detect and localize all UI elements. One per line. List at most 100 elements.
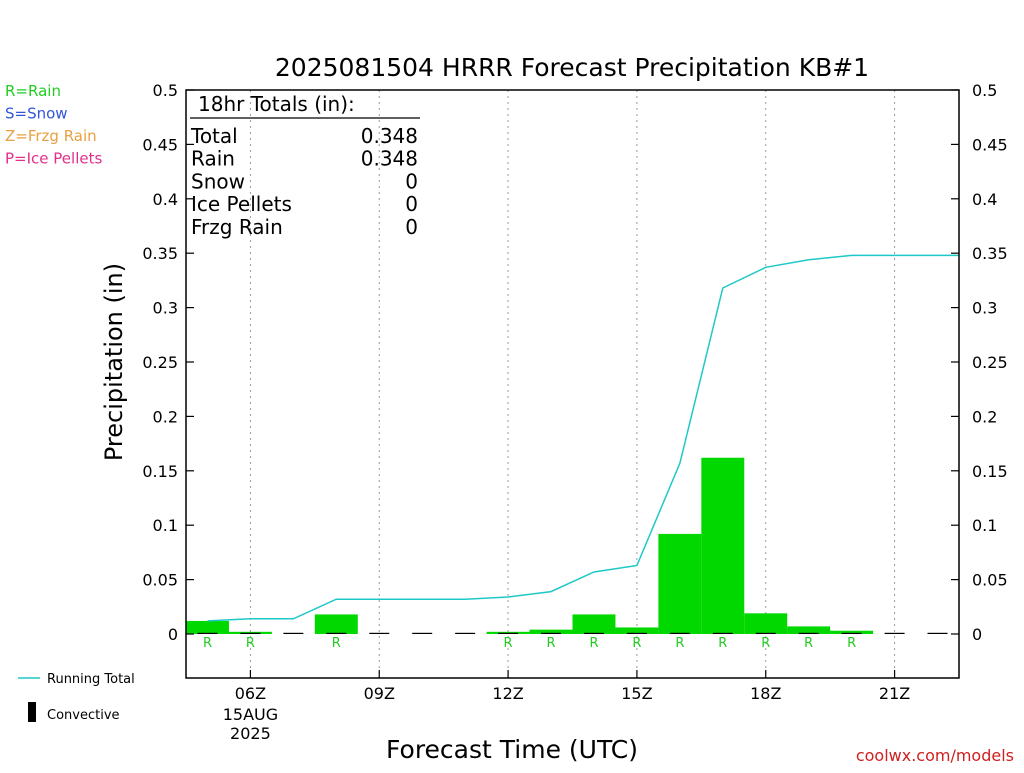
rain-bar	[787, 626, 831, 634]
convective-bar	[841, 632, 862, 634]
ptype-mark: R	[847, 636, 856, 651]
grid-lines	[249, 90, 896, 678]
x-axis-label: Forecast Time (UTC)	[386, 735, 638, 764]
legend-convective: Convective	[47, 708, 120, 723]
totals-title: 18hr Totals (in):	[198, 92, 355, 116]
convective-bar	[669, 632, 690, 634]
ptype-mark: R	[203, 636, 212, 651]
chart-title: 2025081504 HRRR Forecast Precipitation K…	[275, 53, 869, 82]
convective-bar	[412, 632, 433, 634]
ptype-mark: R	[761, 636, 770, 651]
totals-row-value: 0	[405, 215, 418, 239]
source-credit: coolwx.com/models	[856, 746, 1014, 765]
convective-bar	[283, 632, 304, 634]
convective-bar	[798, 632, 819, 634]
y-tick-label: 0.2	[153, 407, 178, 426]
convective-bar	[197, 632, 218, 634]
ptype-mark: R	[504, 636, 513, 651]
y-tick-label: 0.4	[153, 190, 178, 209]
y-tick-label: 0	[972, 625, 982, 644]
ptype-mark: R	[589, 636, 598, 651]
legend-convective-swatch	[28, 702, 36, 722]
x-tick-label: 06Z	[235, 684, 266, 703]
y-tick-label: 0.1	[153, 516, 178, 535]
ptype-legend-item: S=Snow	[5, 105, 68, 123]
convective-bar	[326, 632, 347, 634]
y-tick-label: 0.15	[142, 462, 178, 481]
totals-row-label: Total	[190, 124, 238, 148]
ptype-mark: R	[246, 636, 255, 651]
convective-bar	[369, 632, 390, 634]
y-tick-label: 0.3	[972, 299, 997, 318]
totals-row-label: Rain	[191, 147, 235, 171]
totals-row-value: 0	[405, 192, 418, 216]
totals-row-label: Ice Pellets	[191, 192, 292, 216]
y-tick-label: 0.25	[972, 353, 1008, 372]
totals-box: 18hr Totals (in): Total 0.348 Rain 0.348 Snow…	[190, 92, 420, 239]
convective-bar	[583, 632, 604, 634]
rain-bar	[658, 533, 702, 634]
y-tick-label: 0.4	[972, 190, 997, 209]
x-tick-label: 15Z	[621, 684, 652, 703]
y-axis-left: 0 0.05 0.1 0.15 0.2 0.25 0.3 0.35 0.4 0.45 0.5	[142, 81, 194, 644]
convective-bar	[498, 632, 519, 634]
ptype-legend-item: P=Ice Pellets	[5, 150, 102, 168]
plot-frame	[185, 89, 960, 679]
legend-running-total: Running Total	[47, 672, 135, 687]
convective-bar	[927, 632, 948, 634]
x-tick-sublabel: 2025	[230, 724, 271, 743]
ptype-legend-item: Z=Frzg Rain	[5, 127, 97, 145]
ptype-mark: R	[632, 636, 641, 651]
rain-bar	[572, 614, 616, 634]
y-tick-label: 0.15	[972, 462, 1008, 481]
totals-row-value: 0	[405, 169, 418, 193]
ptype-mark: R	[547, 636, 556, 651]
y-tick-label: 0.45	[142, 135, 178, 154]
y-tick-label: 0.35	[142, 244, 178, 263]
y-tick-label: 0.25	[142, 353, 178, 372]
totals-row-value: 0.348	[361, 124, 418, 148]
x-tick-label: 18Z	[750, 684, 781, 703]
rain-bars	[186, 457, 874, 634]
rain-bar	[615, 627, 659, 634]
convective-bar	[884, 632, 905, 634]
precip-type-legend: R=Rain S=Snow Z=Frzg Rain P=Ice Pellets	[5, 82, 102, 168]
x-tick-label: 12Z	[492, 684, 523, 703]
convective-bar	[455, 632, 476, 634]
y-axis-label: Precipitation (in)	[100, 263, 128, 461]
ptype-legend-item: R=Rain	[5, 82, 61, 100]
rain-bar	[830, 630, 874, 634]
y-tick-label: 0.3	[153, 299, 178, 318]
totals-row-label: Snow	[191, 169, 245, 193]
x-tick-sublabel: 15AUG	[223, 705, 278, 724]
y-axis-right: 0 0.05 0.1 0.15 0.2 0.25 0.3 0.35 0.4 0.45 0.5	[951, 81, 1008, 644]
y-tick-label: 0	[168, 625, 178, 644]
convective-bar	[712, 632, 733, 634]
totals-row-label: Frzg Rain	[191, 215, 283, 239]
x-tick-label: 09Z	[364, 684, 395, 703]
ptype-mark: R	[804, 636, 813, 651]
totals-row-value: 0.348	[361, 147, 418, 171]
rain-bar	[186, 620, 229, 634]
convective-bar	[626, 632, 647, 634]
x-tick-label: 21Z	[879, 684, 910, 703]
ptype-mark: R	[332, 636, 341, 651]
convective-bar	[755, 632, 776, 634]
rain-bar	[744, 613, 788, 634]
rain-bar	[314, 614, 358, 634]
convective-bars	[197, 632, 948, 634]
y-tick-label: 0.05	[142, 571, 178, 590]
ptype-mark: R	[718, 636, 727, 651]
y-tick-label: 0.5	[153, 81, 178, 100]
convective-bar	[240, 632, 261, 634]
convective-bar	[541, 632, 562, 634]
y-tick-label: 0.35	[972, 244, 1008, 263]
ptype-mark: R	[675, 636, 684, 651]
y-tick-label: 0.05	[972, 571, 1008, 590]
rain-bar	[529, 629, 573, 634]
series-legend: Running Total Convective	[18, 672, 135, 723]
